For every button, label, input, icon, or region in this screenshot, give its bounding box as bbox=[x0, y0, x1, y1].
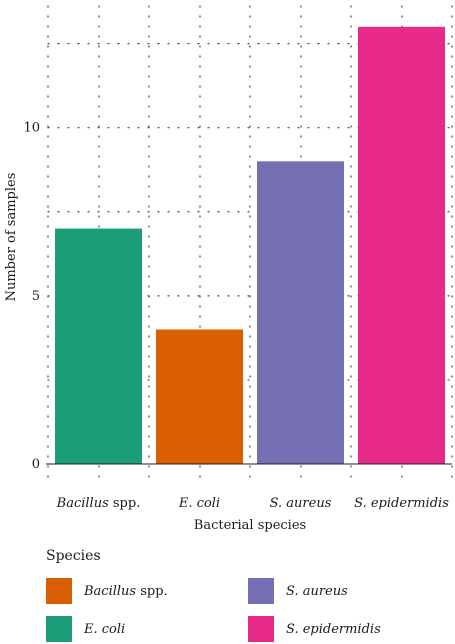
bar bbox=[358, 26, 445, 464]
legend-label: Bacillus spp. bbox=[84, 583, 168, 599]
legend-item-bacillus: Bacillus spp. bbox=[46, 576, 248, 606]
legend-item-s-aureus: S. aureus bbox=[248, 576, 428, 606]
legend-label: S. epidermidis bbox=[286, 621, 381, 637]
legend-swatch bbox=[248, 578, 274, 604]
bar bbox=[156, 329, 243, 464]
x-tick-label: S. epidermidis bbox=[354, 496, 449, 511]
y-tick-label: 5 bbox=[32, 289, 40, 304]
legend-item-s-epidermidis: S. epidermidis bbox=[248, 614, 428, 644]
y-tick-label: 0 bbox=[32, 457, 40, 472]
legend-item-e-coli: E. coli bbox=[46, 614, 248, 644]
legend-swatch bbox=[248, 616, 274, 642]
x-tick-label: E. coli bbox=[178, 496, 220, 511]
legend: Species Bacillus spp. S. aureus E. coli … bbox=[46, 548, 446, 644]
legend-label: S. aureus bbox=[286, 583, 348, 599]
bar-chart: 0 5 10 Bacillus spp. E. coli S. aureus S. epid… bbox=[4, 5, 453, 533]
y-axis-title: Number of samples bbox=[4, 173, 19, 302]
legend-label: E. coli bbox=[84, 621, 126, 637]
x-tick-label: Bacillus spp. bbox=[56, 496, 141, 511]
legend-title: Species bbox=[46, 548, 101, 564]
bar bbox=[55, 228, 142, 464]
legend-swatch bbox=[46, 578, 72, 604]
legend-swatch bbox=[46, 616, 72, 642]
y-tick-label: 10 bbox=[23, 121, 40, 136]
bar bbox=[257, 161, 344, 465]
x-axis-title: Bacterial species bbox=[194, 518, 306, 533]
x-tick-label: S. aureus bbox=[270, 496, 332, 511]
legend-grid: Bacillus spp. S. aureus E. coli S. epide… bbox=[46, 576, 446, 644]
